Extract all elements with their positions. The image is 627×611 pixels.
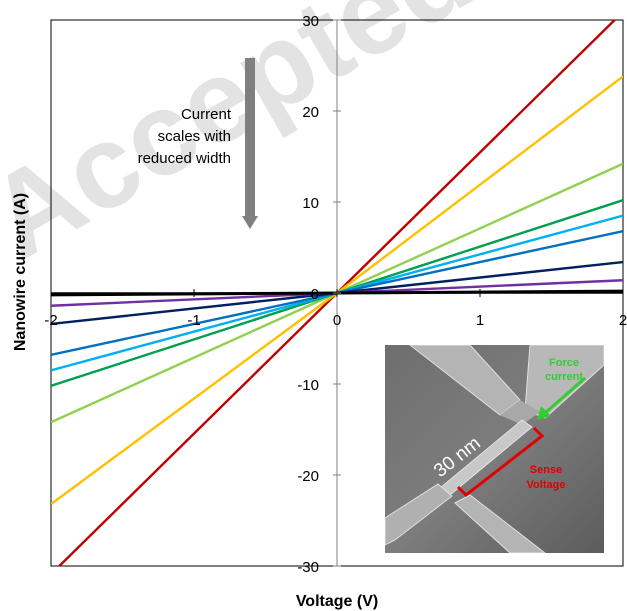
watermark: Accepted M xyxy=(0,0,607,285)
annotation-line-1: Current xyxy=(181,106,232,123)
sem-inset-image: 30 nm Force current Sense Voltage xyxy=(385,345,604,553)
annotation-line-2: scales with xyxy=(158,128,231,145)
force-label-line-2: current xyxy=(545,371,583,383)
x-tick-label-2: -1 xyxy=(187,312,200,329)
y-tick-label-6: 20 xyxy=(302,104,319,121)
down-arrow-shaft xyxy=(245,58,255,216)
down-arrow-head xyxy=(242,216,258,229)
y-tick-label-4: 0 xyxy=(311,286,319,303)
x-tick-labels: -2 -1 0 1 2 xyxy=(44,312,627,329)
y-tick-label-3: -10 xyxy=(297,377,319,394)
sense-bracket xyxy=(456,426,545,497)
annotation-line-3: reduced width xyxy=(138,150,231,167)
y-tick-label-5: 10 xyxy=(302,195,319,212)
x-axis-label: Voltage (V) xyxy=(296,593,378,610)
pad-lower-right xyxy=(454,494,546,553)
x-tick-label-1: -2 xyxy=(44,312,57,329)
sense-label-line-1: Sense xyxy=(530,464,562,476)
x-tick-label-3: 0 xyxy=(333,312,341,329)
y-axis-label: Nanowire current (A) xyxy=(12,193,29,351)
width-scaling-annotation: Current scales with reduced width xyxy=(138,58,258,229)
tick-marks xyxy=(50,19,624,567)
y-tick-label-7: 30 xyxy=(302,13,319,30)
pad-upper-mid xyxy=(500,400,540,425)
force-arrow-line xyxy=(544,376,586,415)
force-label-line-1: Force xyxy=(549,357,579,369)
pad-upper-right xyxy=(524,345,604,419)
y-tick-label-1: -30 xyxy=(297,559,319,576)
x-tick-label-4: 1 xyxy=(476,312,484,329)
sense-label-line-2: Voltage xyxy=(527,479,566,491)
y-tick-label-2: -20 xyxy=(297,468,319,485)
x-tick-label-5: 2 xyxy=(619,312,627,329)
pad-lower-left xyxy=(385,483,453,546)
force-arrow-head xyxy=(537,406,551,420)
y-tick-labels: -30 -20 -10 0 10 20 30 xyxy=(297,13,319,576)
